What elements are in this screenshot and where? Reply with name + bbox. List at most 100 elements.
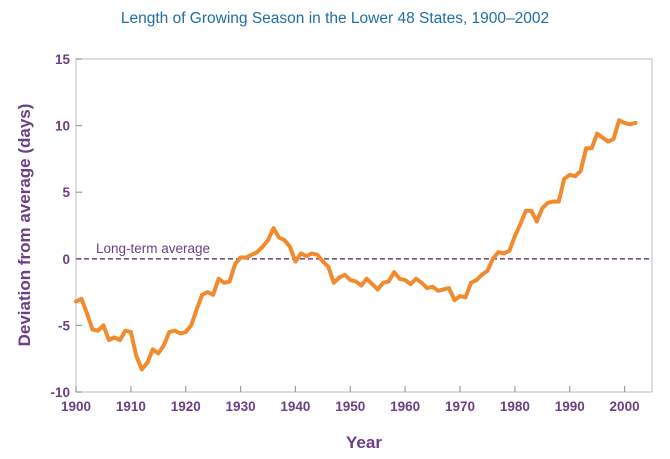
x-tick-label: 1930	[226, 399, 256, 414]
data-point	[584, 146, 589, 151]
data-point	[518, 222, 523, 227]
data-point	[107, 338, 111, 342]
data-point	[216, 276, 221, 281]
data-point	[112, 335, 117, 340]
data-point	[551, 199, 556, 204]
data-point	[556, 199, 561, 204]
data-point	[562, 176, 567, 181]
x-tick-label: 1900	[61, 399, 91, 414]
data-point	[134, 354, 139, 358]
data-point	[156, 351, 161, 356]
data-point	[271, 226, 276, 231]
data-point	[441, 287, 446, 292]
data-point	[364, 276, 369, 281]
x-tick-label: 1980	[500, 399, 530, 414]
y-tick-label: -10	[50, 385, 70, 400]
data-point	[222, 280, 227, 285]
data-point	[353, 279, 358, 284]
data-point	[139, 367, 144, 372]
data-point	[167, 330, 172, 334]
x-tick-label: 1950	[335, 399, 365, 414]
series-group	[74, 118, 638, 372]
data-point	[331, 280, 336, 285]
data-point	[244, 255, 248, 260]
data-point	[545, 200, 550, 205]
data-point	[123, 328, 128, 333]
x-tick-label: 1910	[116, 399, 146, 414]
data-point	[452, 298, 457, 302]
x-tick-label: 2000	[610, 399, 640, 414]
data-point	[128, 330, 133, 334]
data-point	[200, 292, 205, 297]
data-point	[458, 294, 462, 298]
data-point	[628, 122, 632, 127]
data-point	[277, 235, 281, 240]
data-point	[386, 279, 391, 284]
x-tick-label: 1960	[390, 399, 420, 414]
data-point	[90, 327, 95, 332]
data-point	[178, 331, 183, 336]
data-point	[309, 251, 314, 256]
data-point	[183, 330, 188, 334]
y-axis-title: Deviation from average (days)	[15, 104, 34, 347]
data-point	[414, 276, 419, 281]
data-point	[189, 323, 194, 328]
data-point	[299, 251, 303, 256]
data-point	[282, 238, 287, 243]
data-point	[337, 275, 342, 280]
data-point	[150, 347, 155, 352]
data-point	[342, 272, 347, 277]
x-tick-label: 1970	[445, 399, 475, 414]
data-point	[606, 139, 611, 144]
data-point	[348, 278, 353, 283]
data-point	[117, 338, 122, 342]
data-point	[501, 251, 506, 256]
data-point	[529, 208, 534, 213]
data-point	[611, 137, 616, 141]
data-point	[172, 328, 177, 333]
data-point	[474, 278, 479, 283]
x-axis-title: Year	[346, 433, 382, 452]
data-point	[96, 328, 100, 333]
data-point	[622, 121, 627, 125]
data-point	[595, 131, 600, 136]
data-point	[266, 238, 270, 243]
data-point	[403, 278, 408, 283]
data-point	[463, 295, 468, 300]
y-tick-label: 5	[62, 185, 70, 200]
data-point	[512, 234, 517, 239]
y-tick-label: 15	[55, 52, 71, 67]
y-axis-ticks: -10 -5 0 5 10 15	[50, 52, 82, 400]
data-point	[491, 256, 495, 261]
data-point	[381, 280, 386, 285]
data-point	[260, 244, 265, 249]
y-tick-label: -5	[58, 318, 70, 333]
data-point	[211, 292, 216, 297]
data-point	[633, 121, 638, 125]
data-point	[304, 254, 309, 259]
data-point	[540, 206, 545, 211]
chart-title: Length of Growing Season in the Lower 48…	[120, 10, 550, 27]
data-point	[255, 250, 259, 255]
data-point	[496, 250, 501, 255]
data-point	[425, 286, 429, 290]
data-point	[293, 259, 298, 264]
y-tick-label: 0	[62, 252, 70, 267]
data-point	[370, 282, 375, 287]
data-point	[85, 311, 89, 316]
data-point	[326, 264, 331, 269]
data-point	[480, 272, 484, 277]
data-point	[249, 252, 254, 257]
data-point	[507, 248, 512, 253]
data-point	[523, 208, 528, 213]
data-point	[573, 174, 578, 179]
data-point	[161, 343, 166, 348]
long-term-average-label: Long-term average	[96, 241, 210, 256]
data-point	[617, 118, 621, 123]
data-point	[397, 276, 402, 281]
data-point	[101, 323, 106, 328]
data-point	[430, 284, 435, 289]
data-point	[534, 219, 539, 224]
data-point	[589, 146, 594, 151]
data-point	[205, 290, 210, 294]
